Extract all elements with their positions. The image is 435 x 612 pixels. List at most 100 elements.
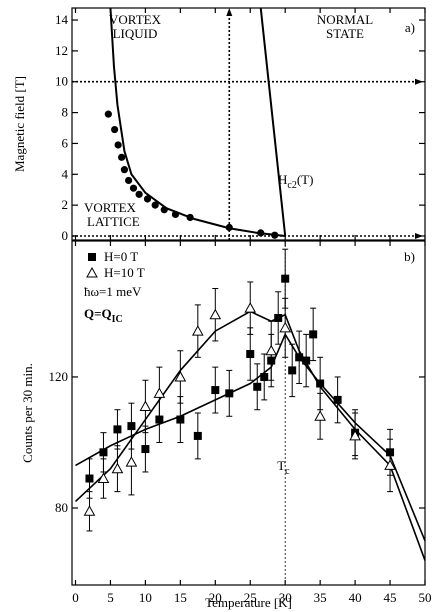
region-label: LATTICE: [87, 214, 140, 229]
data-point: [349, 429, 361, 441]
text-part: H: [278, 172, 287, 187]
data-point: [281, 274, 290, 283]
data-point: [143, 195, 152, 203]
x-tick-label: 40: [349, 590, 362, 605]
region-label: VORTEX: [109, 12, 162, 27]
curve-label: Hc2(T): [278, 172, 313, 191]
data-point: [97, 472, 110, 484]
data-point: [135, 190, 143, 198]
x-tick-label: 0: [72, 590, 79, 605]
plot-frame: [71, 7, 426, 241]
data-point: [171, 210, 180, 218]
x-tick-label: 45: [384, 590, 397, 605]
data-point: [288, 366, 297, 375]
panel-label: a): [405, 20, 415, 35]
data-point: [83, 505, 96, 516]
data-point: [333, 395, 342, 404]
note: ħω=1 meV: [84, 284, 142, 299]
x-tick-label: 50: [419, 590, 432, 605]
data-point: [316, 379, 325, 388]
data-point: [253, 382, 262, 391]
y-tick-label: 8: [62, 105, 69, 120]
text-part: (T): [297, 172, 314, 187]
phase-boundary: [109, 7, 286, 237]
data-point: [257, 229, 265, 237]
data-point: [153, 387, 166, 398]
y-tick-label: 0: [62, 228, 69, 243]
data-point: [246, 350, 255, 359]
x-tick-label: 5: [107, 590, 114, 605]
data-point: [186, 213, 194, 222]
data-point: [125, 176, 133, 185]
y-tick-label: 80: [55, 500, 68, 515]
data-point: [85, 474, 94, 483]
subscript: IC: [112, 314, 123, 325]
data-point: [193, 431, 202, 440]
y-tick-label: 10: [55, 74, 68, 89]
text-part: Q=Q: [84, 306, 112, 321]
data-point: [174, 370, 187, 382]
data-point: [244, 302, 257, 313]
x-tick-label: 10: [139, 590, 152, 605]
data-point: [160, 206, 168, 214]
data-point: [384, 459, 396, 470]
data-point: [260, 372, 269, 381]
y-tick-label: 12: [55, 43, 68, 58]
x-axis-label: Temperature [K]: [205, 595, 292, 610]
data-point: [151, 201, 159, 209]
data-point: [176, 415, 185, 424]
plot-frame: [71, 240, 426, 586]
subscript: c: [285, 466, 290, 477]
y-tick-label: 6: [62, 135, 69, 150]
data-point: [274, 313, 283, 322]
data-point: [295, 353, 304, 362]
x-tick-label: 30: [279, 590, 292, 605]
x-tick-label: 25: [244, 590, 257, 605]
data-point: [314, 410, 326, 421]
legend-label: H=10 T: [104, 265, 145, 280]
y-axis-label: Counts per 30 min.: [20, 363, 35, 463]
x-tick-label: 15: [174, 590, 187, 605]
phase-boundary: [259, 7, 287, 237]
guide-arrow: [226, 8, 233, 16]
text-part: T: [277, 458, 285, 473]
region-label: NORMAL: [317, 12, 373, 27]
data-point: [129, 184, 138, 192]
data-point: [211, 386, 220, 395]
y-tick-label: 14: [55, 12, 69, 27]
y-tick-label: 4: [62, 166, 69, 181]
data-point: [191, 325, 204, 336]
data-point: [118, 153, 126, 161]
data-point: [99, 448, 108, 457]
guide-arrow: [415, 78, 423, 85]
data-point: [139, 400, 152, 411]
data-point: [114, 141, 122, 149]
subscript: c2: [287, 180, 296, 191]
data-point: [125, 456, 138, 467]
data-point: [302, 356, 311, 365]
y-axis-label: Magnetic field [T]: [12, 76, 27, 172]
data-point: [225, 389, 234, 398]
y-tick-label: 2: [62, 197, 69, 212]
data-point: [127, 422, 136, 431]
x-tick-label: 20: [209, 590, 222, 605]
data-point: [209, 308, 222, 320]
region-label: STATE: [326, 26, 364, 41]
data-point: [141, 445, 150, 454]
region-label: LIQUID: [113, 26, 158, 41]
data-point: [111, 125, 119, 134]
x-tick-label: 35: [314, 590, 327, 605]
region-label: VORTEX: [84, 200, 137, 215]
legend-marker: [88, 253, 96, 261]
data-point: [113, 425, 122, 434]
data-point: [265, 344, 278, 356]
y-tick-label: 120: [49, 369, 69, 384]
data-point: [279, 321, 292, 333]
legend-marker: [86, 266, 98, 278]
data-point: [225, 223, 233, 232]
data-point: [309, 330, 318, 339]
q-label: Q=QIC: [84, 306, 123, 325]
guide-arrow: [415, 232, 423, 239]
data-point: [120, 166, 129, 174]
